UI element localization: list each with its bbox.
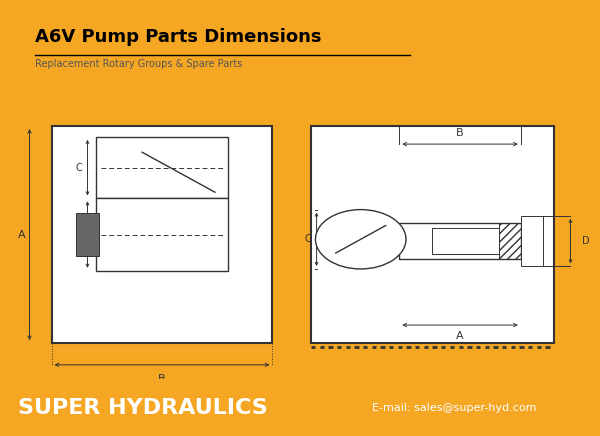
Text: Replacement Rotary Groups & Spare Parts: Replacement Rotary Groups & Spare Parts: [35, 59, 242, 69]
Text: C: C: [76, 163, 83, 173]
Bar: [96, 137, 228, 198]
Bar: [96, 198, 228, 271]
Bar: [521, 216, 543, 266]
Text: A: A: [17, 230, 25, 239]
Bar: [499, 223, 521, 259]
Bar: [521, 216, 543, 266]
Bar: [311, 126, 554, 343]
Text: E-mail: sales@super-hyd.com: E-mail: sales@super-hyd.com: [372, 403, 536, 412]
Text: B: B: [456, 128, 464, 138]
Text: SUPER HYDRAULICS: SUPER HYDRAULICS: [18, 398, 268, 418]
Text: B: B: [158, 374, 166, 384]
Circle shape: [316, 210, 406, 269]
Bar: [52, 126, 272, 343]
Text: A: A: [456, 331, 464, 341]
Text: D: D: [76, 230, 83, 239]
Text: C: C: [305, 234, 311, 244]
Text: D: D: [581, 236, 589, 246]
Bar: [400, 223, 521, 259]
Bar: [52, 126, 272, 343]
Bar: [76, 213, 98, 256]
Text: A6V Pump Parts Dimensions: A6V Pump Parts Dimensions: [35, 28, 322, 46]
Bar: [499, 223, 521, 259]
Bar: [433, 228, 499, 254]
